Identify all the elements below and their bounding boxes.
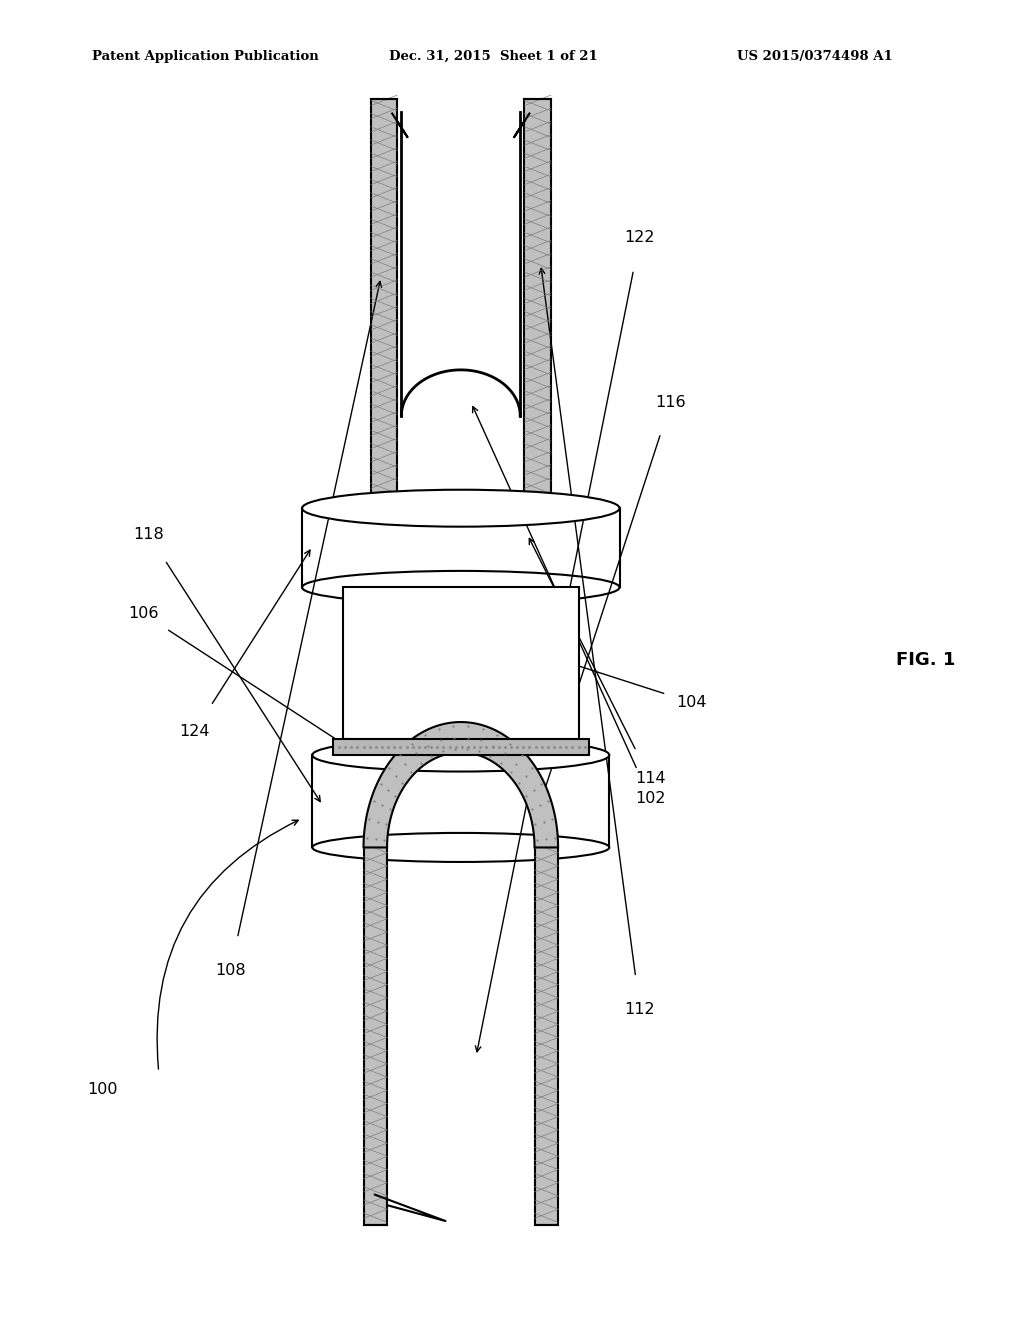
- Text: 118: 118: [133, 527, 164, 543]
- Text: 102: 102: [635, 791, 666, 807]
- Bar: [364, 847, 387, 1225]
- Text: 100: 100: [87, 1081, 118, 1097]
- Polygon shape: [364, 722, 558, 847]
- Text: 112: 112: [625, 1002, 655, 1018]
- Text: 124: 124: [179, 723, 210, 739]
- Ellipse shape: [312, 833, 609, 862]
- Bar: [333, 739, 589, 755]
- Ellipse shape: [302, 490, 620, 527]
- Bar: [524, 99, 551, 508]
- Text: 114: 114: [635, 771, 666, 787]
- Text: 104: 104: [676, 694, 707, 710]
- Text: Patent Application Publication: Patent Application Publication: [92, 50, 318, 63]
- Bar: [343, 587, 579, 739]
- Bar: [312, 755, 609, 847]
- Ellipse shape: [302, 570, 620, 605]
- Text: FIG. 1: FIG. 1: [896, 651, 955, 669]
- Text: 108: 108: [215, 962, 246, 978]
- Text: 106: 106: [128, 606, 159, 622]
- Polygon shape: [401, 112, 520, 416]
- Text: Dec. 31, 2015  Sheet 1 of 21: Dec. 31, 2015 Sheet 1 of 21: [389, 50, 598, 63]
- Bar: [371, 99, 397, 508]
- Bar: [302, 508, 620, 587]
- Text: 116: 116: [655, 395, 686, 411]
- Ellipse shape: [312, 739, 609, 771]
- Text: 122: 122: [625, 230, 655, 246]
- Text: US 2015/0374498 A1: US 2015/0374498 A1: [737, 50, 893, 63]
- Bar: [535, 847, 558, 1225]
